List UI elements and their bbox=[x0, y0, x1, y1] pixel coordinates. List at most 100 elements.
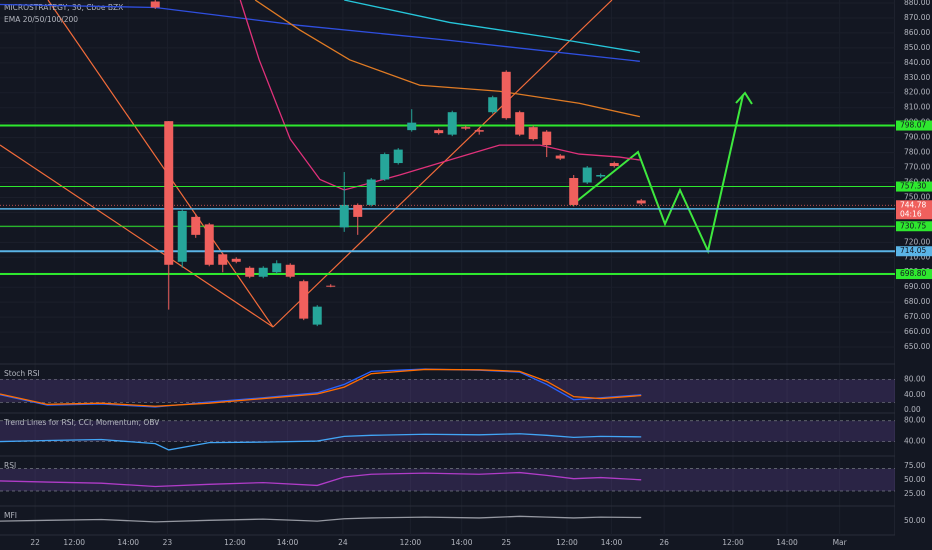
chart-title: MICROSTRATEGY, 30, Cboe BZX bbox=[4, 3, 123, 12]
price-level-label: 698.80 bbox=[900, 269, 926, 278]
candle-body bbox=[501, 71, 511, 119]
candle-body bbox=[434, 130, 444, 134]
x-tick-label: 12:00 bbox=[224, 538, 246, 547]
y-tick-label: 25.00 bbox=[904, 489, 926, 498]
trend-line bbox=[272, 0, 613, 328]
candle-body bbox=[339, 204, 349, 228]
indicator-band bbox=[0, 379, 895, 403]
price-axis: 22 12:00 14:00 23 12:00 14:00 24 12:00 14:00 25 12… bbox=[30, 0, 932, 550]
candle-body bbox=[380, 154, 390, 180]
pane-title: RSI bbox=[4, 461, 16, 470]
y-tick-label: 820.00 bbox=[904, 88, 930, 97]
y-tick-label: 850.00 bbox=[904, 43, 930, 52]
plots: MICROSTRATEGY, 30, Cboe BZX EMA 20/50/100… bbox=[0, 0, 895, 523]
indicator-line bbox=[0, 515, 642, 523]
y-tick-label: 770.00 bbox=[904, 163, 930, 172]
candle-body bbox=[366, 179, 376, 205]
x-tick-label: 24 bbox=[338, 538, 348, 547]
indicator-line bbox=[0, 471, 642, 488]
y-tick-label: 80.00 bbox=[904, 374, 926, 383]
x-tick-label: 14:00 bbox=[776, 538, 798, 547]
candle-body bbox=[636, 200, 646, 204]
y-tick-label: 75.00 bbox=[904, 461, 926, 470]
candle-body bbox=[258, 267, 268, 277]
x-tick-label: 25 bbox=[501, 538, 511, 547]
x-tick-label: 12:00 bbox=[556, 538, 578, 547]
price-level-label: 757.30 bbox=[900, 182, 926, 191]
projection-path bbox=[571, 94, 744, 255]
candle-body bbox=[474, 130, 484, 132]
y-tick-label: 790.00 bbox=[904, 133, 930, 142]
candle-body bbox=[555, 155, 565, 159]
pane-title: Stoch RSI bbox=[4, 369, 40, 378]
x-tick-label: 22 bbox=[30, 538, 40, 547]
candle-body bbox=[488, 97, 498, 113]
candle-body bbox=[542, 131, 552, 146]
y-tick-label: 0.00 bbox=[904, 405, 921, 414]
price-level-tag bbox=[896, 246, 932, 257]
price-level-tag bbox=[896, 269, 932, 280]
candle-body bbox=[177, 210, 187, 262]
x-tick-label: 14:00 bbox=[277, 538, 299, 547]
candle-body bbox=[582, 167, 592, 183]
drawings bbox=[0, 0, 753, 328]
indicator-line bbox=[0, 368, 642, 407]
pane-title: MFI bbox=[4, 511, 17, 520]
y-tick-label: 710.00 bbox=[904, 252, 930, 261]
candle-body bbox=[515, 112, 525, 135]
y-tick-label: 660.00 bbox=[904, 327, 930, 336]
x-tick-label: 12:00 bbox=[400, 538, 422, 547]
y-tick-label: 720.00 bbox=[904, 237, 930, 246]
y-tick-label: 750.00 bbox=[904, 192, 930, 201]
y-tick-label: 860.00 bbox=[904, 28, 930, 37]
candle-body bbox=[231, 258, 241, 262]
candle-body bbox=[150, 1, 160, 8]
candle-body bbox=[407, 122, 417, 131]
x-tick-label: 12:00 bbox=[63, 538, 85, 547]
y-tick-label: 80.00 bbox=[904, 416, 926, 425]
last-price-label: 744.78 bbox=[900, 200, 926, 209]
bar-countdown: 04:16 bbox=[900, 209, 922, 218]
candle-body bbox=[299, 281, 309, 319]
candle-body bbox=[461, 127, 471, 129]
candle-body bbox=[204, 224, 214, 265]
last-price-tag bbox=[896, 200, 932, 220]
y-tick-label: 50.00 bbox=[904, 475, 926, 484]
candle-body bbox=[569, 178, 579, 205]
y-tick-label: 690.00 bbox=[904, 282, 930, 291]
indicator-legend: EMA 20/50/100/200 bbox=[4, 15, 78, 24]
y-tick-label: 650.00 bbox=[904, 342, 930, 351]
candle-body bbox=[272, 263, 282, 273]
x-tick-label: 14:00 bbox=[117, 538, 139, 547]
indicator-line bbox=[254, 0, 641, 118]
price-level-label: 798.07 bbox=[900, 121, 926, 130]
indicator-band bbox=[0, 468, 895, 492]
trend-line bbox=[0, 144, 274, 328]
y-tick-label: 670.00 bbox=[904, 312, 930, 321]
y-tick-label: 870.00 bbox=[904, 13, 930, 22]
price-level-label: 714.05 bbox=[900, 246, 926, 255]
indicator-line bbox=[0, 3, 640, 62]
candle-body bbox=[285, 264, 295, 277]
candle-body bbox=[326, 285, 336, 287]
indicator-line bbox=[0, 433, 642, 451]
projection-arrowhead bbox=[735, 91, 753, 105]
indicator-line bbox=[344, 0, 640, 53]
price-level-label: 730.75 bbox=[900, 221, 926, 230]
price-level-tag bbox=[896, 221, 932, 232]
trend-line bbox=[47, 0, 274, 328]
y-tick-label: 830.00 bbox=[904, 73, 930, 82]
x-tick-label: Mar bbox=[833, 538, 848, 547]
y-tick-label: 780.00 bbox=[904, 148, 930, 157]
x-tick-label: 12:00 bbox=[722, 538, 744, 547]
candle-body bbox=[353, 204, 363, 217]
candle-body bbox=[218, 254, 228, 265]
candle-body bbox=[596, 175, 606, 177]
price-level-tag bbox=[896, 120, 932, 131]
candle-body bbox=[312, 306, 322, 325]
x-tick-label: 26 bbox=[659, 538, 669, 547]
x-tick-label: 23 bbox=[163, 538, 173, 547]
candle-body bbox=[164, 121, 174, 265]
x-tick-label: 14:00 bbox=[601, 538, 623, 547]
